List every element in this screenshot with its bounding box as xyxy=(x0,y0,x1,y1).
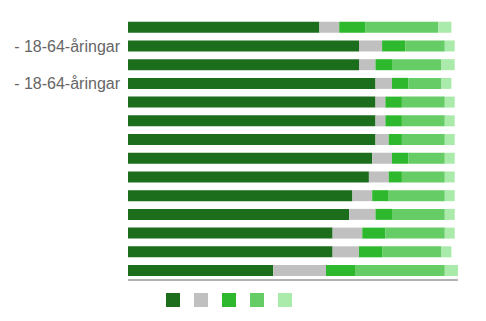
svg-text:- 18-64-åringar: - 18-64-åringar xyxy=(14,75,121,92)
svg-text:- 18-64-åringar: - 18-64-åringar xyxy=(14,38,121,55)
